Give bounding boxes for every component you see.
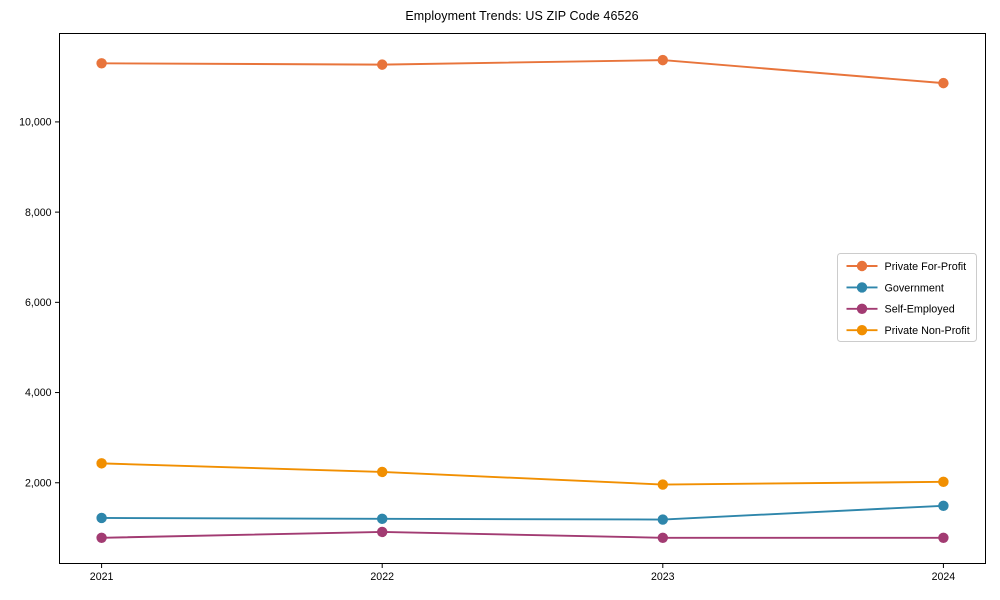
chart-title: Employment Trends: US ZIP Code 46526: [405, 9, 639, 23]
data-point-government-2021: [96, 512, 107, 524]
data-point-private-for-profit-2024: [938, 77, 949, 89]
legend-marker: [856, 260, 868, 272]
legend-label-government: Government: [885, 282, 944, 294]
data-point-government-2022: [376, 513, 388, 525]
data-point-government-2023: [657, 514, 669, 525]
data-point-private-for-profit-2023: [657, 54, 669, 66]
data-point-private-non-profit-2021: [96, 458, 107, 469]
y-axis-tick-label: 6,000: [25, 297, 52, 309]
series-line-private-non-profit: [101, 462, 944, 486]
legend-marker: [856, 303, 868, 314]
x-axis-tick-label: 2023: [651, 571, 675, 583]
y-axis-tick-label: 2,000: [25, 477, 52, 489]
legend-box: [837, 253, 977, 342]
legend-label-self-employed: Self-Employed: [885, 304, 955, 316]
data-point-self-employed-2022: [376, 526, 388, 538]
data-point-private-non-profit-2023: [657, 479, 669, 490]
data-point-self-employed-2024: [938, 532, 949, 543]
y-axis-tick-label: 10,000: [19, 117, 52, 129]
legend-marker: [856, 325, 868, 336]
x-axis-tick-label: 2022: [370, 571, 394, 583]
data-point-self-employed-2021: [96, 532, 107, 543]
series-line-government: [101, 504, 944, 521]
legend-label-private-non-profit: Private Non-Profit: [885, 325, 970, 337]
x-axis-tick-label: 2021: [90, 571, 114, 583]
y-axis-tick-label: 8,000: [25, 207, 52, 219]
series-line-self-employed: [101, 530, 944, 539]
data-point-private-non-profit-2024: [938, 476, 949, 488]
legend-marker: [856, 282, 868, 293]
y-axis-tick-label: 4,000: [25, 387, 52, 399]
data-point-private-non-profit-2022: [376, 466, 388, 478]
data-point-private-for-profit-2022: [376, 59, 388, 70]
data-point-private-for-profit-2021: [96, 58, 107, 69]
x-axis-tick-label: 2024: [932, 571, 956, 583]
data-point-self-employed-2023: [657, 532, 669, 543]
plot-frame: [59, 33, 986, 564]
legend-label-private-for-profit: Private For-Profit: [885, 261, 967, 273]
series-line-private-for-profit: [101, 59, 944, 85]
data-point-government-2024: [938, 500, 949, 511]
